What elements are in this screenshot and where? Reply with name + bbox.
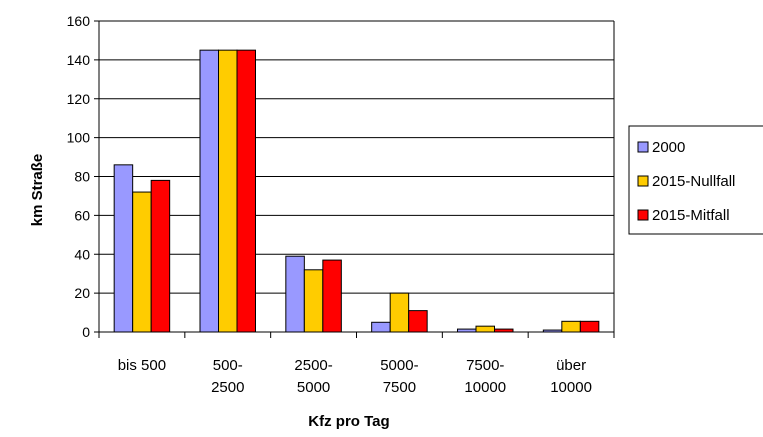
bar-2015-Mitfall-1 <box>236 49 256 333</box>
bar-2000-1 <box>199 49 219 333</box>
x-tick-label: über <box>556 357 586 374</box>
x-axis-label: Kfz pro Tag <box>308 413 389 430</box>
legend-label-2015-Mitfall: 2015-Mitfall <box>652 207 730 224</box>
bar-2015-Nullfall-0 <box>132 191 152 333</box>
y-tick-label: 20 <box>74 285 90 301</box>
bar-2015-Nullfall-5 <box>561 320 581 333</box>
bar-2015-Mitfall-5 <box>579 320 600 333</box>
legend-swatch-2000 <box>637 141 649 153</box>
legend-box <box>628 125 763 235</box>
y-tick-label: 0 <box>82 324 90 340</box>
bar-2015-Mitfall-2 <box>322 259 342 333</box>
x-tick-label: 5000 <box>297 379 330 396</box>
bars <box>113 49 600 333</box>
bar-2015-Nullfall-4 <box>475 325 495 333</box>
x-tick-label: 10000 <box>464 379 506 396</box>
y-tick-label: 40 <box>74 246 90 262</box>
y-tick-label: 140 <box>67 52 91 68</box>
bar-2015-Mitfall-3 <box>408 310 428 333</box>
gridlines <box>99 20 615 332</box>
y-tick-label: 160 <box>67 13 91 29</box>
x-tick-label: 500- <box>213 357 243 374</box>
x-tick-label: 5000- <box>380 357 418 374</box>
x-tick-label: 7500- <box>466 357 504 374</box>
bar-2015-Nullfall-1 <box>218 49 238 333</box>
axes <box>94 20 615 338</box>
legend: 2000 2015-Nullfall 2015-Mitfall <box>628 125 763 235</box>
legend-label-2000: 2000 <box>652 139 685 156</box>
bar-2015-Nullfall-2 <box>303 269 324 333</box>
bar-2015-Mitfall-0 <box>150 179 171 333</box>
x-tick-label: bis 500 <box>118 357 166 374</box>
x-tick-label: 10000 <box>550 379 592 396</box>
y-tick-label: 80 <box>74 169 90 185</box>
x-tick-label: 2500 <box>211 379 244 396</box>
x-tick-label: 2500- <box>294 357 332 374</box>
bar-2000-2 <box>285 255 305 333</box>
legend-label-2015-Nullfall: 2015-Nullfall <box>652 173 735 190</box>
tick-labels: 0 20 40 60 80 100 120 140 160 bis 500 500- 2500 2500… <box>67 13 592 396</box>
y-tick-label: 60 <box>74 207 90 223</box>
bar-2015-Nullfall-3 <box>389 292 410 333</box>
y-axis-label: km Straße <box>29 154 46 227</box>
x-tick-label: 7500 <box>383 379 416 396</box>
y-tick-label: 100 <box>67 130 91 146</box>
y-tick-label: 120 <box>67 91 91 107</box>
legend-swatch-2015-Nullfall <box>637 175 649 187</box>
bar-2000-3 <box>371 321 391 333</box>
legend-swatch-2015-Mitfall <box>637 209 649 221</box>
bar-2000-0 <box>113 164 134 333</box>
